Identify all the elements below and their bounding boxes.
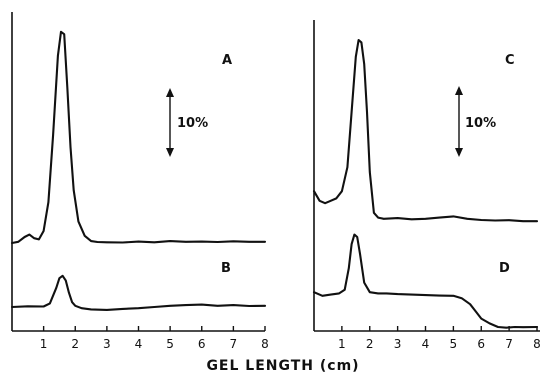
x-tick-label: 4 (422, 337, 430, 351)
arrow-down-icon (166, 148, 174, 157)
x-tick-label: 8 (261, 337, 269, 351)
right-panel-ticks: 1 2 3 4 5 6 7 8 (338, 326, 541, 351)
left-scale-bar: 10% (166, 88, 208, 157)
x-tick-label: 5 (166, 337, 174, 351)
arrow-down-icon (455, 148, 463, 157)
right-scale-bar-label: 10% (465, 116, 496, 131)
trace-d (312, 233, 539, 329)
x-tick-label: 1 (338, 337, 346, 351)
x-tick-label: 2 (366, 337, 374, 351)
right-scale-bar: 10% (455, 86, 496, 157)
arrow-up-icon (455, 86, 463, 95)
panel-label-b: B (221, 261, 231, 276)
panel-label-d: D (499, 261, 510, 276)
trace-c (312, 38, 539, 223)
panel-label-a: A (222, 53, 232, 68)
left-panel: 1 2 3 4 5 6 7 8 A B 10% (10, 12, 269, 351)
x-tick-label: 6 (477, 337, 485, 351)
x-tick-label: 3 (394, 337, 402, 351)
x-tick-label: 2 (71, 337, 79, 351)
arrow-up-icon (166, 88, 174, 97)
x-tick-label: 6 (198, 337, 206, 351)
left-panel-ticks: 1 2 3 4 5 6 7 8 (40, 326, 269, 351)
x-tick-label: 7 (505, 337, 513, 351)
trace-b (10, 274, 267, 311)
trace-a (10, 30, 267, 245)
x-tick-label: 3 (103, 337, 111, 351)
x-axis-title: GEL LENGTH (cm) (206, 358, 359, 374)
x-tick-label: 4 (135, 337, 143, 351)
x-tick-label: 8 (533, 337, 541, 351)
x-tick-label: 7 (230, 337, 238, 351)
left-scale-bar-label: 10% (177, 116, 208, 131)
panel-label-c: C (505, 53, 515, 68)
x-tick-label: 5 (450, 337, 458, 351)
x-tick-label: 1 (40, 337, 48, 351)
right-panel: 1 2 3 4 5 6 7 8 C D 10% (312, 20, 541, 351)
